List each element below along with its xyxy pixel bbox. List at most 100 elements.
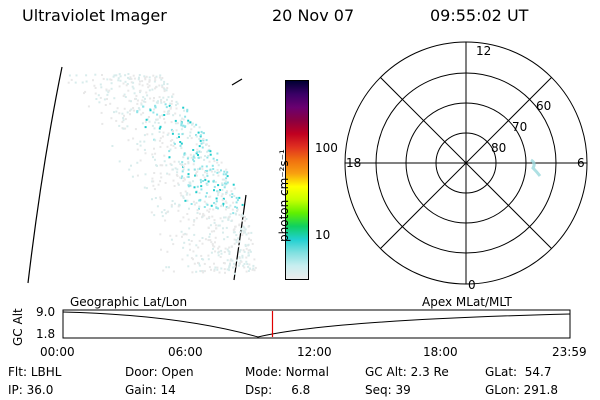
emission-pixel — [140, 103, 143, 106]
emission-pixel — [183, 177, 185, 180]
emission-pixel — [167, 132, 170, 135]
emission-pixel — [115, 110, 118, 113]
emission-pixel — [178, 203, 181, 206]
emission-pixel — [206, 203, 209, 206]
emission-pixel — [132, 137, 135, 140]
emission-pixel — [192, 180, 194, 183]
emission-pixel — [127, 89, 130, 92]
emission-pixel — [217, 164, 220, 167]
emission-pixel — [229, 204, 232, 207]
info-mode: Mode: Normal — [245, 365, 329, 379]
emission-pixel — [208, 160, 211, 163]
emission-pixel — [139, 159, 142, 162]
emission-pixel — [213, 230, 216, 233]
emission-pixel — [125, 84, 128, 87]
emission-pixel — [153, 172, 156, 174]
emission-pixel — [223, 178, 226, 181]
emission-pixel — [161, 215, 164, 218]
emission-pixel — [205, 217, 208, 220]
emission-pixel — [180, 164, 183, 166]
timeline-xtick-0000: 00:00 — [40, 345, 75, 359]
emission-pixel — [193, 160, 196, 163]
emission-pixel — [180, 177, 183, 180]
mlt-label-6: 6 — [577, 156, 585, 170]
emission-pixel — [198, 239, 201, 242]
emission-pixel — [247, 251, 250, 254]
emission-pixel — [186, 136, 189, 139]
emission-pixel — [247, 225, 250, 228]
emission-pixel — [168, 156, 171, 159]
emission-pixel — [210, 204, 213, 207]
emission-pixel — [223, 186, 226, 189]
emission-pixel — [243, 226, 246, 229]
emission-pixel — [163, 88, 166, 91]
emission-pixel — [189, 121, 192, 124]
emission-pixel — [182, 197, 185, 199]
emission-pixel — [192, 155, 195, 158]
emission-pixel — [109, 102, 112, 105]
emission-pixel — [214, 181, 217, 184]
flt-value: LBHL — [30, 365, 62, 379]
emission-pixel — [154, 152, 157, 155]
emission-pixel — [141, 99, 144, 102]
emission-pixel — [204, 155, 206, 157]
emission-pixel — [182, 168, 185, 171]
emission-pixel — [182, 165, 185, 168]
emission-pixel — [195, 123, 198, 126]
emission-pixel — [196, 151, 199, 154]
observation-date: 20 Nov 07 — [272, 6, 355, 25]
emission-pixel — [213, 189, 215, 192]
emission-pixel — [225, 182, 228, 185]
emission-pixel — [158, 116, 161, 119]
emission-pixel — [226, 171, 229, 174]
emission-pixel — [201, 214, 204, 217]
emission-pixel — [248, 263, 251, 266]
info-glat: GLat: 54.7 — [485, 365, 551, 379]
emission-pixel — [174, 122, 177, 125]
emission-pixel — [170, 144, 173, 147]
observation-time: 09:55:02 UT — [430, 6, 529, 25]
emission-pixel — [206, 156, 209, 159]
emission-pixel — [177, 205, 180, 208]
emission-pixel — [180, 147, 183, 150]
emission-pixel — [249, 250, 252, 253]
emission-pixel — [186, 213, 189, 215]
emission-pixel — [151, 88, 154, 91]
emission-pixel — [124, 96, 127, 98]
emission-pixel — [213, 268, 216, 271]
emission-pixel — [221, 193, 224, 196]
colorbar-tick-100: 100 — [315, 141, 338, 155]
emission-pixel — [85, 80, 88, 83]
flt-label: Flt: — [8, 365, 27, 379]
emission-pixel — [128, 77, 131, 80]
emission-pixel — [143, 186, 146, 189]
emission-pixel — [211, 243, 214, 245]
emission-pixel — [152, 74, 155, 77]
emission-pixel — [156, 164, 158, 167]
emission-pixel — [139, 144, 142, 147]
emission-pixel — [188, 227, 191, 230]
emission-pixel — [168, 112, 171, 115]
emission-pixel — [142, 111, 145, 114]
emission-pixel — [151, 124, 154, 127]
emission-pixel — [244, 231, 247, 234]
emission-pixel — [203, 214, 206, 217]
emission-pixel — [193, 220, 196, 223]
emission-pixel — [216, 268, 219, 271]
emission-pixel — [98, 101, 101, 104]
emission-pixel — [233, 231, 236, 234]
emission-pixel — [133, 77, 136, 80]
emission-pixel — [228, 264, 231, 266]
emission-pixel — [217, 224, 220, 227]
emission-pixel — [155, 75, 158, 78]
timeline-xtick-2359: 23:59 — [552, 345, 587, 359]
emission-pixel — [220, 205, 222, 208]
emission-pixel — [191, 271, 194, 274]
emission-pixel — [121, 112, 124, 115]
emission-pixel — [160, 211, 163, 214]
emission-pixel — [172, 93, 175, 96]
emission-pixel — [119, 79, 122, 82]
emission-pixel — [132, 107, 135, 109]
emission-pixel — [195, 244, 198, 247]
